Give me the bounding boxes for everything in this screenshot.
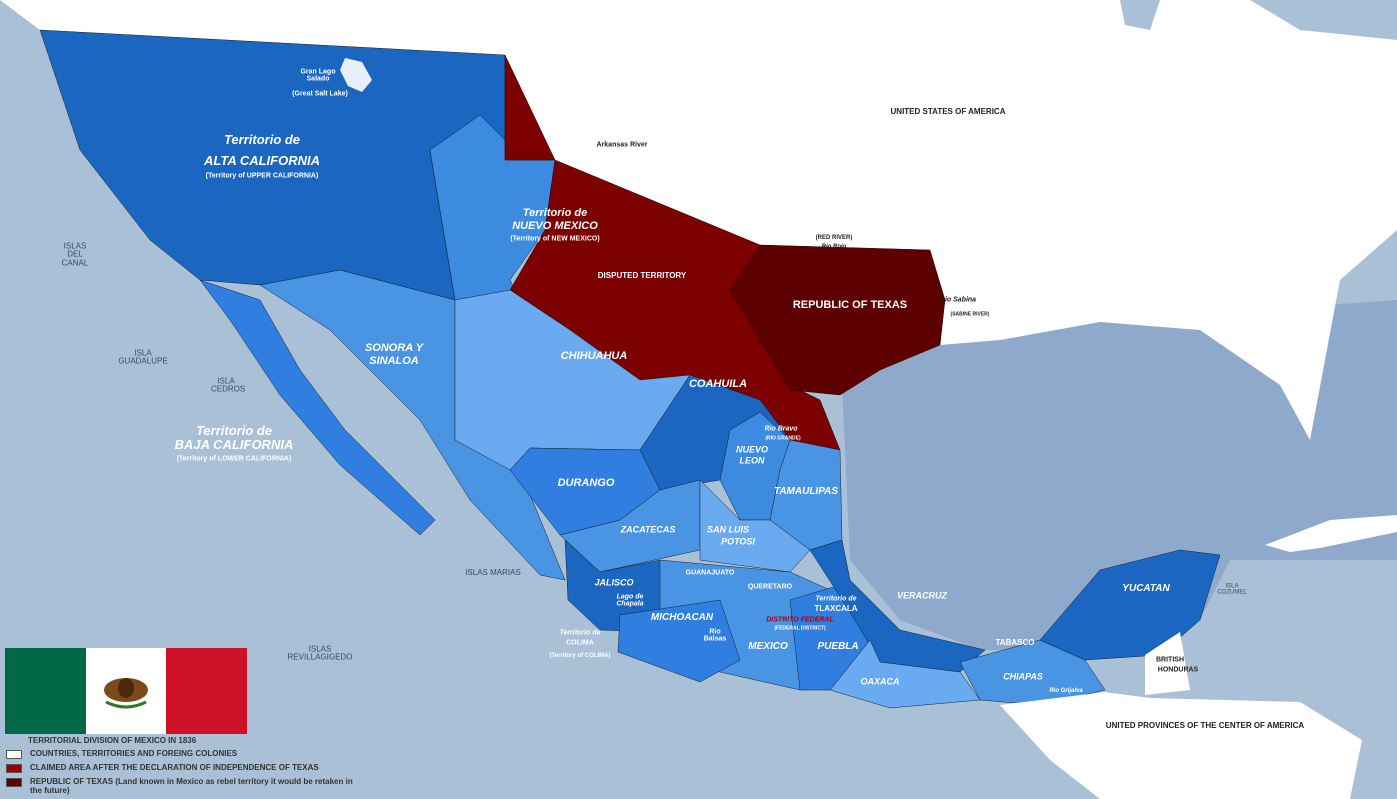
label-michoacan: MICHOACAN (650, 611, 714, 623)
label-isla-guadalupe: ISLA GUADALUPE (118, 348, 168, 366)
flag-green-stripe (5, 648, 86, 734)
label-lago-chapala: Lago de Chapala (616, 593, 644, 608)
legend-item: REPUBLIC OF TEXAS (Land known in Mexico … (6, 777, 366, 795)
label-rio-grijalva: Rio Grijalva (1049, 687, 1083, 694)
legend-swatch-claimed (6, 764, 22, 773)
label-sonora-2: SINALOA (369, 355, 419, 368)
yucatan (1039, 549, 1221, 661)
michoacan (617, 599, 741, 683)
label-nuevo-mexico-en: (Territory of NEW MEXICO) (510, 235, 600, 243)
label-republic-of-texas: REPUBLIC OF TEXAS (792, 299, 908, 312)
label-tabasco: TABASCO (995, 637, 1035, 647)
label-yucatan: YUCATAN (1122, 582, 1170, 594)
label-alta-california-en: (Territory of UPPER CALIFORNIA) (205, 172, 319, 180)
label-chihuahua: CHIHUAHUA (560, 350, 628, 363)
label-coahuila: COAHUILA (688, 378, 748, 391)
mexican-flag (5, 648, 248, 734)
label-chiapas: CHIAPAS (1003, 671, 1043, 682)
legend-item: CLAIMED AREA AFTER THE DECLARATION OF IN… (6, 763, 366, 773)
label-oaxaca: OAXACA (860, 676, 900, 687)
flag-red-stripe (166, 648, 248, 734)
label-baja-california-en: (Territory of LOWER CALIFORNIA) (176, 455, 292, 463)
legend: TERRITORIAL DIVISION OF MEXICO IN 1836 C… (6, 736, 366, 795)
label-colima-2: COLIMA (566, 639, 594, 647)
veracruz (809, 539, 986, 673)
label-red-river: (RED RIVER) (815, 234, 853, 241)
cuba (1265, 515, 1397, 552)
label-jalisco: JALISCO (594, 577, 634, 588)
label-sonora: SONORA Y (364, 342, 424, 355)
flag-white-stripe (85, 648, 167, 734)
label-federal-district: (FEDERAL DISTRICT) (774, 625, 826, 632)
label-baja-california-2: BAJA CALIFORNIA (174, 437, 294, 453)
label-central-america: UNITED PROVINCES OF THE CENTER OF AMERIC… (1105, 720, 1305, 730)
label-isla-cedros: ISLA CEDROS (211, 376, 246, 394)
legend-swatch-texas (6, 778, 22, 787)
label-rio-bravo: Rio Bravo (764, 425, 798, 433)
label-british: BRITISH (1156, 656, 1184, 664)
label-puebla: PUEBLA (817, 640, 859, 652)
lake (1120, 0, 1397, 40)
label-islas-del-canal: ISLAS DEL CANAL (61, 241, 89, 268)
legend-label: REPUBLIC OF TEXAS (Land known in Mexico … (30, 777, 353, 795)
label-islas-marias: ISLAS MARIAS (465, 567, 521, 577)
label-disputed-territory: DISPUTED TERRITORY (597, 270, 687, 280)
label-colima-en: (Territory of COLIMA) (549, 652, 611, 659)
label-tlaxcala: Territorio de (815, 595, 857, 603)
label-nuevo-mexico: Territorio de (522, 207, 588, 220)
label-rio-rojo: Rio Rojo (821, 243, 847, 250)
central-america (1000, 692, 1362, 799)
label-distrito-federal: DISTRITO FEDERAL (766, 616, 834, 624)
republic-of-texas (729, 244, 946, 396)
legend-title: TERRITORIAL DIVISION OF MEXICO IN 1836 (28, 736, 197, 745)
label-guanajuato: GUANAJUATO (685, 569, 735, 577)
label-mexico: MEXICO (748, 640, 788, 652)
label-rio-grande: (RIO GRANDE) (765, 435, 801, 442)
legend-label: CLAIMED AREA AFTER THE DECLARATION OF IN… (30, 763, 319, 772)
label-honduras: HONDURAS (1157, 666, 1199, 674)
label-colima: Territorio de (559, 629, 601, 637)
label-tamaulipas: TAMAULIPAS (773, 485, 839, 497)
great-salt-lake (340, 58, 372, 92)
gulf-of-mexico (840, 300, 1397, 650)
label-isla-cozumel: ISLA COZUMEL (1217, 583, 1247, 596)
label-zacatecas: ZACATECAS (620, 524, 676, 535)
sonora-y-sinaloa (259, 269, 566, 581)
british-honduras (1145, 632, 1190, 695)
label-rio-balsas: Rio Balsas (703, 628, 727, 643)
label-salt-lake: Gran Lago Salado (300, 68, 336, 83)
label-veracruz: VERACRUZ (896, 590, 948, 601)
eagle-emblem-icon (104, 678, 148, 709)
label-queretaro: QUERETARO (747, 583, 793, 591)
label-san-luis: SAN LUIS (706, 524, 750, 535)
label-arkansas-river: Arkansas River (596, 141, 648, 149)
label-baja-california: Territorio de (195, 423, 273, 439)
label-nuevo-mexico-2: NUEVO MEXICO (512, 220, 598, 233)
baja-california (199, 279, 436, 536)
label-alta-california: Territorio de (223, 132, 301, 148)
label-nuevo-leon-2: LEON (739, 455, 765, 466)
oaxaca (829, 639, 981, 709)
label-salt-lake-en: (Great Salt Lake) (292, 90, 348, 98)
legend-label: COUNTRIES, TERRITORIES AND FOREING COLON… (30, 749, 238, 758)
label-potosi: POTOSI (721, 536, 755, 547)
label-islas-revillagigedo: ISLAS REVILLAGIGEDO (287, 644, 353, 662)
label-nuevo-leon: NUEVO (735, 444, 769, 455)
legend-swatch-foreign (6, 750, 22, 759)
label-tlaxcala-2: TLAXCALA (814, 603, 858, 613)
united-states (0, 0, 1397, 440)
label-sabine-river: (SABINE RIVER) (950, 311, 990, 318)
legend-item: COUNTRIES, TERRITORIES AND FOREING COLON… (6, 749, 366, 759)
label-alta-california-2: ALTA CALIFORNIA (203, 153, 321, 169)
label-durango: DURANGO (557, 477, 615, 490)
label-usa: UNITED STATES OF AMERICA (890, 106, 1006, 116)
label-rio-sabina: Rio Sabina (939, 296, 977, 304)
